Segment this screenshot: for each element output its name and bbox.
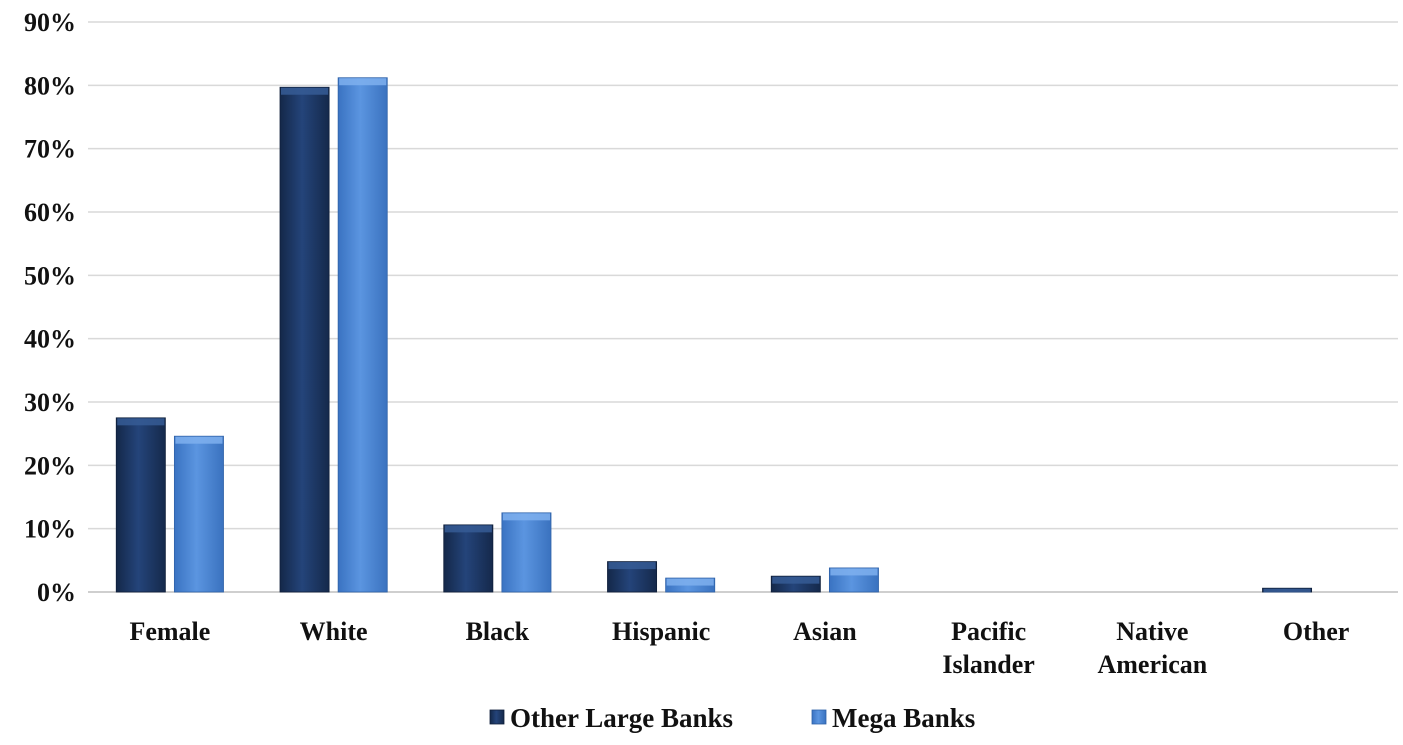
legend-label: Other Large Banks: [510, 703, 733, 733]
x-tick-label: Female: [129, 617, 210, 646]
y-tick-label: 40%: [24, 325, 76, 354]
bar: [828, 567, 879, 593]
x-tick-label: Asian: [793, 617, 857, 646]
y-tick-label: 60%: [24, 198, 76, 227]
y-tick-label: 20%: [24, 451, 76, 480]
bar: [443, 524, 494, 593]
y-tick-label: 50%: [24, 261, 76, 290]
x-tick-label: Pacific Islander: [942, 617, 1034, 679]
legend-item: Other Large Banks: [489, 703, 733, 733]
y-tick-label: 80%: [24, 71, 76, 100]
x-tick-label: White: [300, 617, 368, 646]
bar: [607, 561, 658, 593]
bar: [279, 86, 330, 593]
legend: Other Large Banks Mega Banks: [489, 703, 975, 733]
legend-swatch: [489, 709, 505, 725]
bar: [665, 577, 716, 593]
bar: [337, 77, 388, 593]
x-tick-label: Hispanic: [612, 617, 710, 646]
bars: [115, 77, 1313, 593]
y-tick-label: 0%: [37, 578, 76, 607]
x-tick-label: Black: [466, 617, 530, 646]
x-tick-label: Native American: [1098, 617, 1208, 679]
y-tick-label: 10%: [24, 515, 76, 544]
y-tick-label: 90%: [24, 8, 76, 37]
bar: [770, 575, 821, 593]
bar: [173, 435, 224, 593]
y-tick-label: 30%: [24, 388, 76, 417]
bar: [115, 417, 166, 593]
legend-label: Mega Banks: [832, 703, 975, 733]
labels: 0% 10% 20% 30% 40% 50% 60% 70% 80% 90% Female White…: [24, 8, 1349, 679]
legend-item: Mega Banks: [811, 703, 975, 733]
bar: [501, 512, 552, 593]
bar: [1262, 587, 1313, 593]
x-tick-label: Other: [1283, 617, 1349, 646]
legend-swatch: [811, 709, 827, 725]
y-tick-label: 70%: [24, 135, 76, 164]
